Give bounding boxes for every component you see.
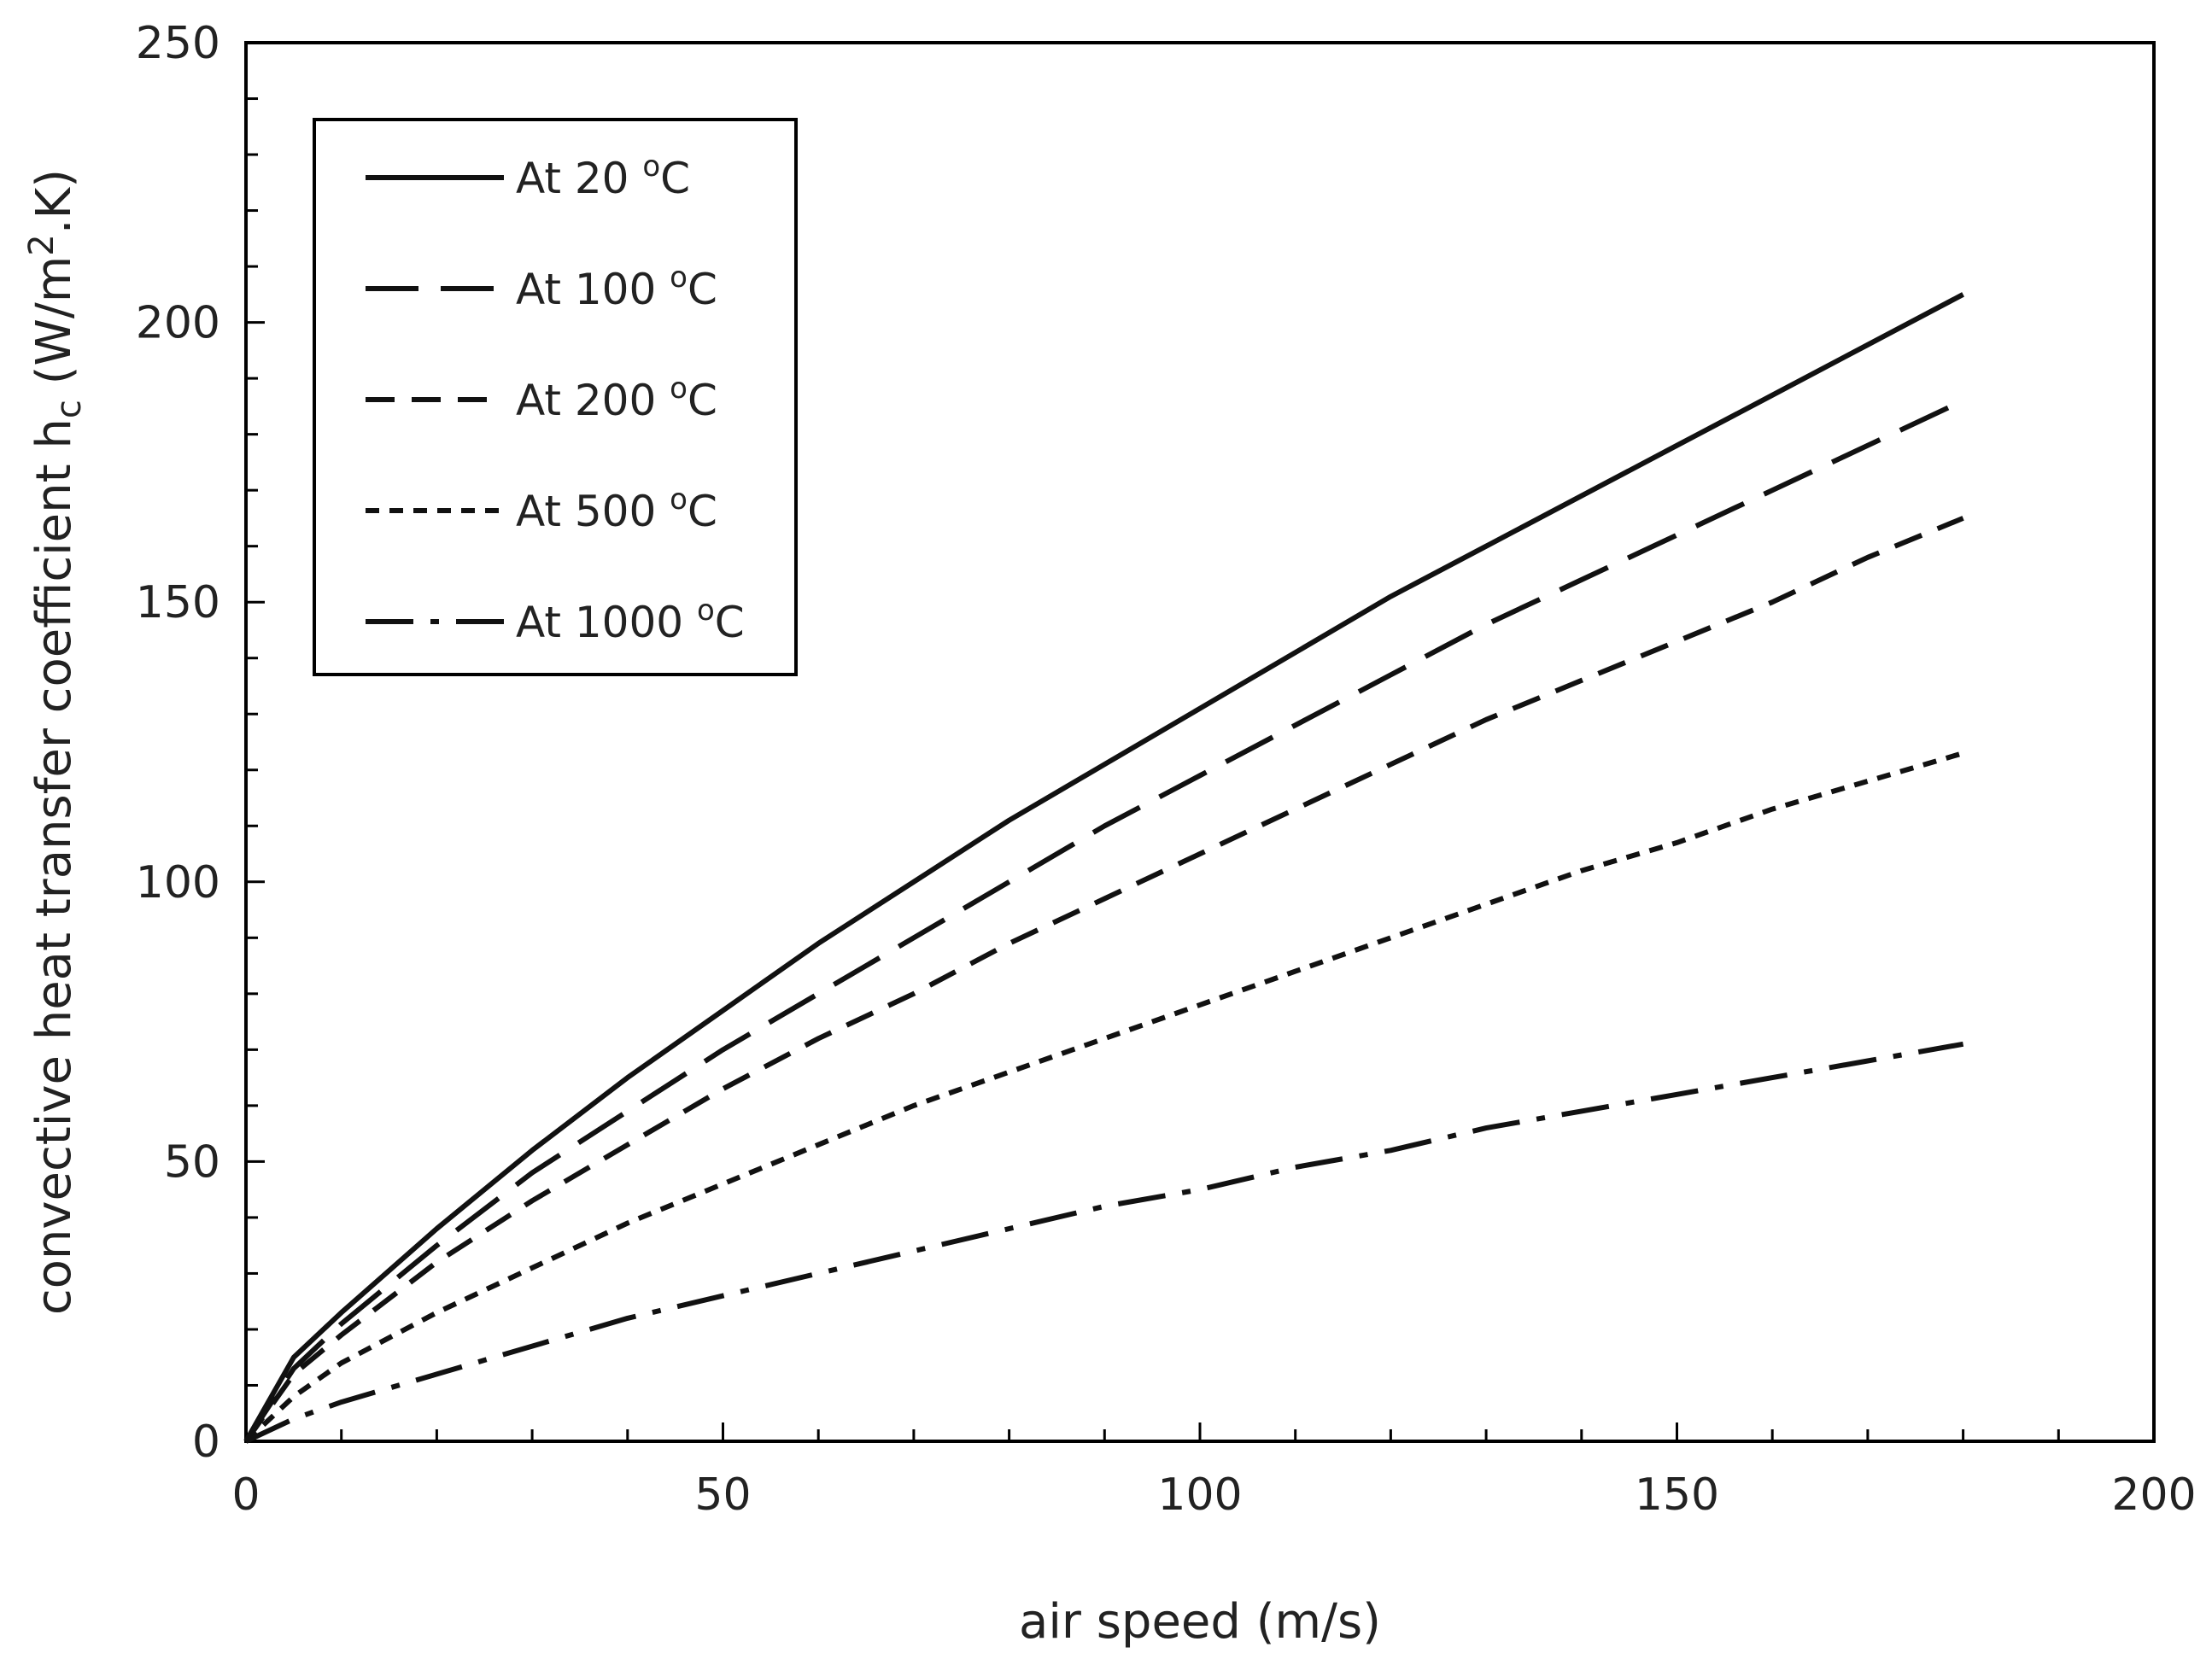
y-axis-title-unit-close: .K) <box>26 169 82 234</box>
legend-entry: At 20 oC <box>366 149 690 203</box>
major-ticks <box>244 41 2156 1443</box>
legend-label-unit: C <box>688 376 717 425</box>
legend-entry: At 1000 oC <box>366 593 745 647</box>
y-axis-title-superscript: 2 <box>22 234 61 255</box>
legend-label-text: At 1000 <box>516 598 697 647</box>
legend-label-unit: C <box>660 154 690 203</box>
legend-label-text: At 500 <box>516 487 670 536</box>
y-tick-label: 150 <box>136 577 220 628</box>
legend-label-text: At 100 <box>516 265 670 314</box>
legend-label-degree: o <box>642 149 660 184</box>
y-tick-label: 100 <box>136 857 220 908</box>
x-tick-label: 150 <box>1635 1469 1719 1521</box>
y-tick-label: 200 <box>136 298 220 349</box>
y-tick-labels: 0 50 100 150 200 250 <box>136 18 220 1468</box>
series-line-1 <box>243 292 1965 1443</box>
y-axis-title-subscript: c <box>50 400 89 418</box>
series-lines <box>243 292 1965 1444</box>
y-tick-label: 250 <box>136 18 220 69</box>
x-tick-label: 100 <box>1157 1469 1242 1521</box>
x-tick-label: 0 <box>231 1469 260 1521</box>
x-tick-label: 200 <box>2111 1469 2196 1521</box>
legend-label-unit: C <box>715 598 745 647</box>
legend-entry: At 200 oC <box>366 371 717 425</box>
legend-label-unit: C <box>688 265 717 314</box>
legend-label-degree: o <box>697 593 715 628</box>
x-tick-labels: 0 50 100 150 200 <box>231 1469 2196 1521</box>
y-axis-title-base: convective heat transfer coefficient h <box>26 418 82 1315</box>
legend-label-text: At 20 <box>516 154 642 203</box>
legend-entry: At 500 oC <box>366 482 717 536</box>
legend-label: At 500 oC <box>516 482 717 536</box>
y-tick-label: 50 <box>164 1136 220 1188</box>
series-line-3 <box>243 516 1964 1443</box>
legend-label-unit: C <box>688 487 717 536</box>
series-line-2 <box>243 398 1964 1443</box>
legend-label-degree: o <box>670 482 688 517</box>
legend-label: At 20 oC <box>516 149 690 203</box>
series-line-4 <box>243 751 1964 1444</box>
x-tick-label: 50 <box>694 1469 751 1521</box>
legend-label-degree: o <box>670 260 688 295</box>
legend-label-degree: o <box>670 371 688 406</box>
y-axis-title: convective heat transfer coefficient hc … <box>22 169 89 1315</box>
x-axis-title: air speed (m/s) <box>1019 1594 1381 1650</box>
series-line-5 <box>244 1041 1964 1444</box>
legend-entry: At 100 oC <box>366 260 717 314</box>
y-tick-label: 0 <box>192 1417 220 1468</box>
legend-label-text: At 200 <box>516 376 670 425</box>
legend-label: At 1000 oC <box>516 593 745 647</box>
y-axis-title-unit-open: (W/m <box>26 256 82 400</box>
minor-ticks <box>246 97 2060 1441</box>
legend-label: At 200 oC <box>516 371 717 425</box>
legend-label: At 100 oC <box>516 260 717 314</box>
